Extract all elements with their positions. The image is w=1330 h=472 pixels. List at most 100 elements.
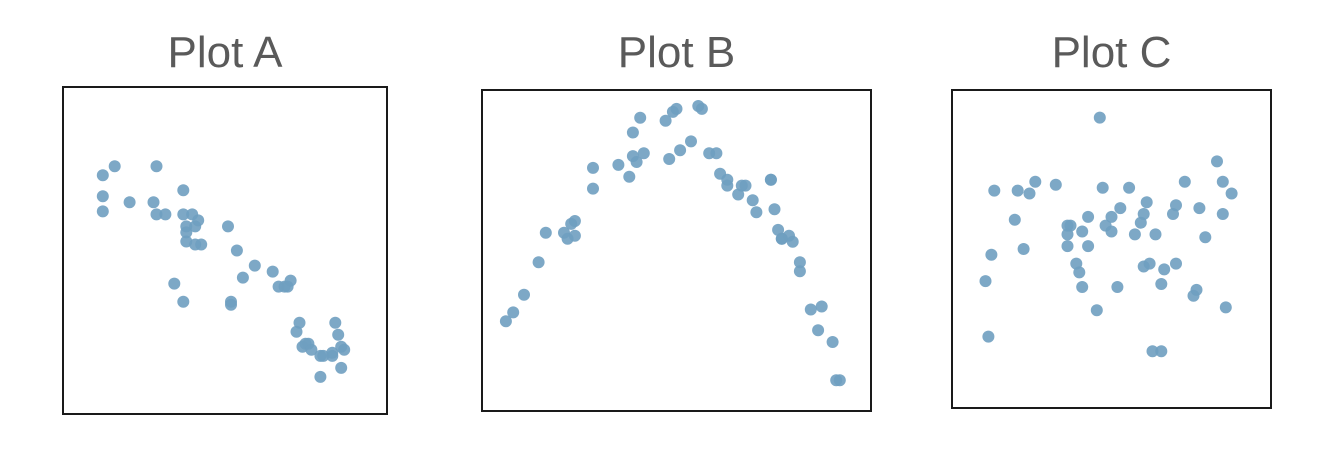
plot-c-point [979,275,992,288]
plot-c-point [1216,208,1229,220]
plot-a-point [236,271,249,284]
plot-c-point [1158,263,1171,276]
plot-a-point [293,316,306,329]
plot-a-point [150,208,163,221]
plot-a-point [96,205,109,218]
plot-a-point [147,196,160,209]
plot-a-point [326,346,339,359]
plot-c-point [1096,181,1109,194]
plot-b-point [623,170,636,183]
plot-a-point [150,160,163,173]
plot-b-point [793,265,806,278]
plot-b-frame [481,89,872,412]
plot-a-point [248,259,261,272]
plot-a-point [317,349,330,362]
plot-c-point [1211,155,1223,168]
plot-b-point [518,288,530,301]
plot-a-point [284,274,297,287]
plot-b-point [833,374,846,387]
plot-a-point [332,328,345,341]
plot-a-point [290,325,303,338]
plot-b-title: Plot B [617,28,736,77]
plot-a-point [159,208,172,221]
plot-c-point [1199,231,1212,244]
plot-c-point [1128,228,1141,241]
plot-b-point [746,194,759,207]
plot-b-point [764,173,777,186]
plot-b-point [568,215,581,227]
plot-c-point [1170,199,1182,212]
plot-b-point [685,135,697,148]
plot-a-point [230,244,243,257]
plot-c-point [1149,228,1162,241]
plot-a-point [177,208,190,221]
plot-c-point [1105,225,1118,238]
plot-c-point [1146,345,1159,358]
plot-c-point [1137,208,1150,220]
plot-b-point [786,235,799,248]
plot-b-point [587,161,599,174]
plot-c-point [1111,281,1124,293]
plot-c-point [1064,219,1077,232]
plot-c-point [1093,111,1106,124]
plot-a-point [177,184,190,197]
plot-c-point [1011,184,1024,197]
plot-b-point [750,206,763,219]
plot-b-point [826,336,839,348]
plot-a-point [222,220,234,233]
plot-c-point [1076,225,1089,238]
plot-c-point [1082,240,1095,253]
plot-c-point [1155,278,1168,290]
plot-b-point [499,315,512,328]
plot-b-point [739,179,752,192]
plot-c-point [1082,210,1095,223]
plot-a-point [329,316,342,329]
plot-c-point [1061,240,1074,253]
plot-b-point [674,144,687,157]
plot-c-point [1073,266,1086,279]
plot-a-point [338,343,351,356]
plot-a-point [266,265,279,278]
plot-b-point [793,256,806,269]
plot-c-point [1170,257,1182,270]
plot-c-point [1017,243,1030,255]
plot-c-point [988,184,1001,197]
plot-b-point [670,102,683,115]
plot-c-point [1155,345,1168,358]
plot-a-point [177,295,190,308]
plot-c-point [1178,175,1191,188]
plot-b-point [539,226,552,239]
plot-a-point [192,214,205,227]
plot-b-point [804,303,817,316]
plot-b-point [612,158,625,171]
plot-c-point [1193,202,1206,215]
plot-a-point [96,190,109,203]
plot-b-point [812,324,825,337]
plot-a-title: Plot A [167,28,283,77]
plot-b-point [815,300,828,313]
plot-c-point [1023,187,1036,200]
plot-b-point [659,114,672,127]
plot-b-point [626,126,639,139]
plot-c-scatter [979,111,1238,358]
plot-b-point [710,147,723,160]
plot-b-point [695,102,708,115]
plot-c-point [982,330,995,343]
plot-c-point [1219,301,1232,314]
plot-a-point [195,238,208,251]
plot-c-frame [951,89,1272,409]
plot-b-point [721,179,734,192]
plot-c-point [1190,283,1203,296]
plot-c-point [1114,202,1127,215]
plot-a-point [335,361,348,374]
plot-c-point [1123,181,1136,194]
plot-b-point [568,229,581,242]
plot-c-point [1049,178,1062,191]
plot-c-point [1090,304,1103,317]
plot-a-point [225,298,237,311]
plot-a-frame [62,86,388,415]
plot-b-point [507,306,520,319]
plot-b-point [587,182,599,195]
plot-b-scatter [499,100,846,387]
plot-c-point [1029,175,1042,188]
